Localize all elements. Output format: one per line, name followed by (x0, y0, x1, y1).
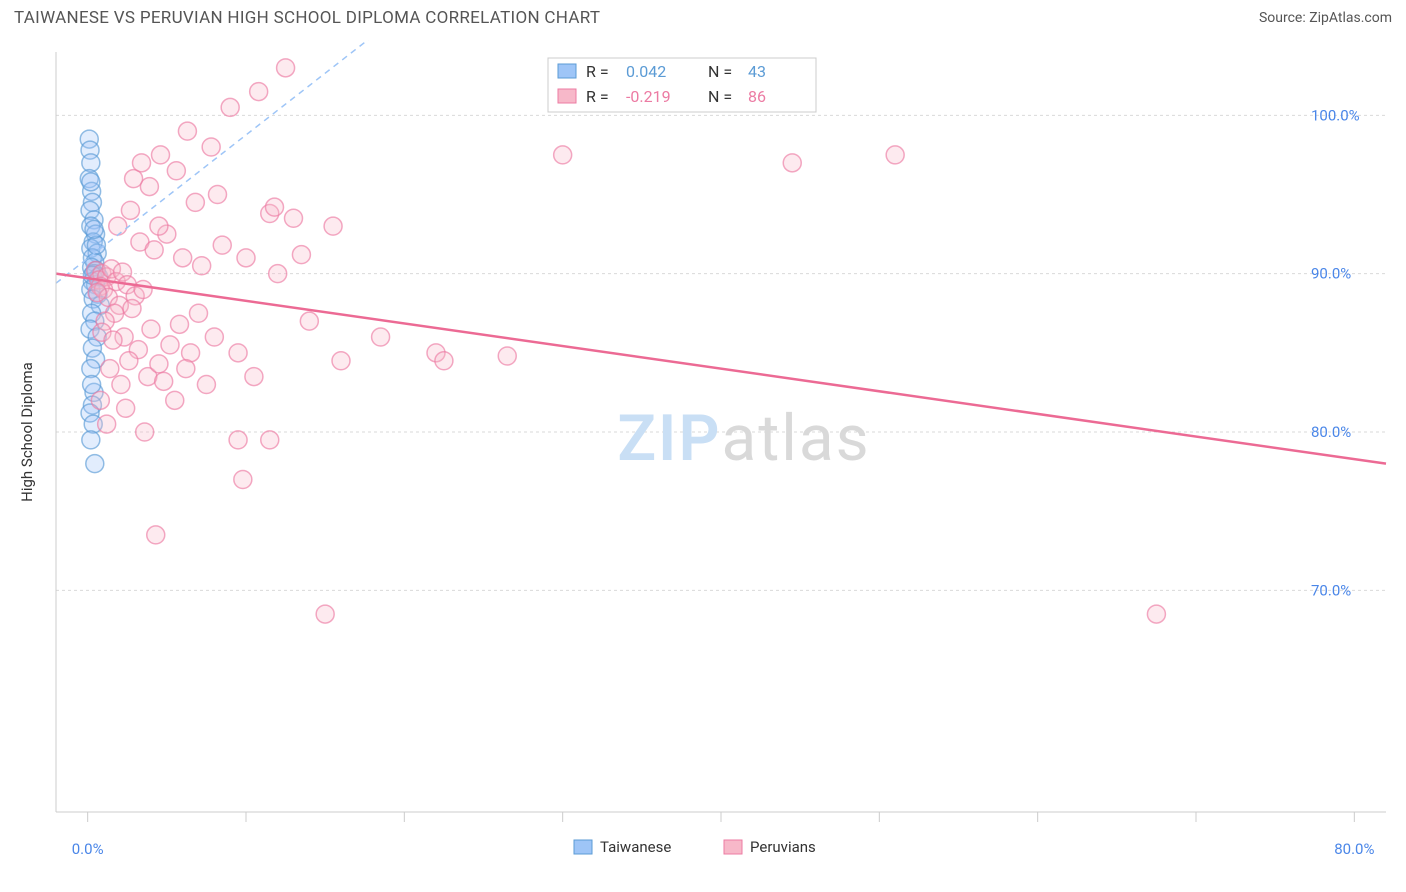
data-point-peruvians (178, 122, 196, 140)
data-point-peruvians (245, 368, 263, 386)
data-point-peruvians (150, 217, 168, 235)
data-point-taiwanese (85, 220, 103, 238)
data-point-peruvians (197, 376, 215, 394)
data-point-peruvians (104, 331, 122, 349)
data-point-peruvians (886, 146, 904, 164)
data-point-peruvians (292, 246, 310, 264)
data-point-peruvians (783, 154, 801, 172)
data-point-peruvians (205, 328, 223, 346)
legend-label-taiwanese: Taiwanese (600, 838, 671, 856)
y-axis-title: High School Diploma (18, 362, 36, 502)
data-point-peruvians (372, 328, 390, 346)
legend-swatch-peruvians (724, 840, 742, 854)
watermark: ZIPatlas (617, 401, 870, 476)
scatter-chart: 70.0% 80.0% 90.0% 100.0% ZIPatlas 0.0% 80.0% Hi… (14, 40, 1396, 882)
data-point-peruvians (324, 217, 342, 235)
data-point-peruvians (123, 300, 141, 318)
stats-n-value-peruvians: 86 (748, 87, 766, 106)
data-point-peruvians (152, 146, 170, 164)
data-point-peruvians (171, 315, 189, 333)
data-point-peruvians (229, 431, 247, 449)
data-point-peruvians (142, 320, 160, 338)
y-tick-label: 80.0% (1311, 423, 1351, 441)
data-point-peruvians (221, 98, 239, 116)
data-point-peruvians (285, 209, 303, 227)
data-point-peruvians (88, 284, 106, 302)
data-point-taiwanese (82, 173, 100, 191)
stats-n-label: N = (708, 62, 732, 81)
data-point-peruvians (193, 257, 211, 275)
data-point-peruvians (120, 352, 138, 370)
data-point-peruvians (261, 431, 279, 449)
stats-n-label: N = (708, 87, 732, 106)
chart-title: TAIWANESE VS PERUVIAN HIGH SCHOOL DIPLOM… (14, 8, 600, 28)
stats-n-value-taiwanese: 43 (748, 62, 766, 81)
stats-r-value-peruvians: -0.219 (626, 87, 671, 106)
data-point-peruvians (109, 217, 127, 235)
data-point-peruvians (498, 347, 516, 365)
data-point-peruvians (209, 186, 227, 204)
x-tick-label: 0.0% (72, 840, 104, 858)
data-point-peruvians (234, 471, 252, 489)
data-point-peruvians (136, 423, 154, 441)
data-point-peruvians (177, 360, 195, 378)
data-point-taiwanese (87, 236, 105, 254)
stats-r-value-taiwanese: 0.042 (626, 62, 666, 81)
data-point-peruvians (1147, 605, 1165, 623)
data-point-peruvians (229, 344, 247, 362)
source-label: Source: ZipAtlas.com (1259, 10, 1392, 26)
data-point-peruvians (98, 415, 116, 433)
data-point-peruvians (316, 605, 334, 623)
y-tick-label: 70.0% (1311, 581, 1351, 599)
data-point-peruvians (121, 201, 139, 219)
stats-swatch-taiwanese (558, 64, 576, 78)
data-point-taiwanese (86, 455, 104, 473)
data-point-taiwanese (83, 376, 101, 394)
data-point-peruvians (117, 399, 135, 417)
data-point-peruvians (332, 352, 350, 370)
stats-r-label: R = (586, 87, 609, 106)
data-point-peruvians (174, 249, 192, 267)
stats-r-label: R = (586, 62, 609, 81)
legend-swatch-taiwanese (574, 840, 592, 854)
y-tick-label: 90.0% (1311, 265, 1351, 283)
data-point-peruvians (155, 372, 173, 390)
data-point-peruvians (147, 526, 165, 544)
data-point-peruvians (145, 241, 163, 259)
data-point-peruvians (237, 249, 255, 267)
chart-svg: 70.0% 80.0% 90.0% 100.0% ZIPatlas 0.0% 80.0% Hi… (14, 40, 1396, 882)
data-point-peruvians (266, 198, 284, 216)
data-point-peruvians (202, 138, 220, 156)
data-point-peruvians (269, 265, 287, 283)
data-point-peruvians (277, 59, 295, 77)
data-point-peruvians (133, 154, 151, 172)
data-point-peruvians (435, 352, 453, 370)
data-point-peruvians (166, 391, 184, 409)
x-tick-label: 80.0% (1334, 840, 1374, 858)
data-point-peruvians (250, 83, 268, 101)
legend-label-peruvians: Peruvians (750, 838, 816, 856)
data-point-peruvians (190, 304, 208, 322)
data-point-peruvians (161, 336, 179, 354)
data-point-peruvians (134, 281, 152, 299)
data-point-peruvians (101, 360, 119, 378)
stats-swatch-peruvians (558, 89, 576, 103)
y-tick-label: 100.0% (1311, 106, 1360, 124)
data-point-peruvians (150, 355, 168, 373)
data-point-peruvians (300, 312, 318, 330)
data-point-taiwanese (82, 431, 100, 449)
data-point-peruvians (554, 146, 572, 164)
data-point-peruvians (186, 193, 204, 211)
data-point-peruvians (112, 376, 130, 394)
data-point-peruvians (213, 236, 231, 254)
data-point-peruvians (167, 162, 185, 180)
data-point-peruvians (91, 391, 109, 409)
